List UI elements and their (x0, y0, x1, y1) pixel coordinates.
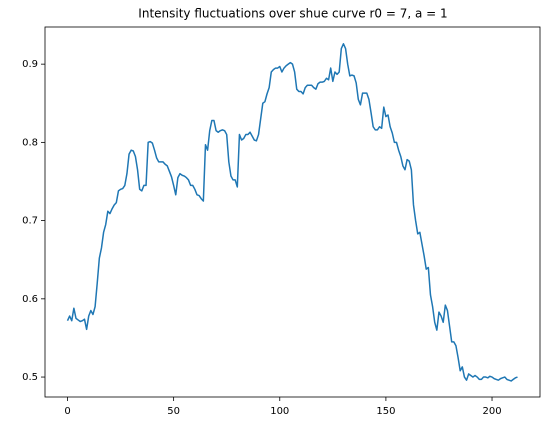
y-tick-label: 0.6 (22, 294, 38, 305)
y-tick-label: 0.8 (22, 137, 38, 148)
x-tick-label: 100 (270, 406, 289, 417)
chart-title: Intensity fluctuations over shue curve r… (138, 7, 447, 21)
y-tick-label: 0.5 (22, 372, 38, 383)
x-tick-label: 0 (64, 406, 70, 417)
x-tick-label: 150 (376, 406, 395, 417)
axes-frame (44, 26, 541, 398)
x-tick-label: 50 (167, 406, 180, 417)
y-tick-label: 0.9 (22, 59, 38, 70)
line (66, 43, 518, 382)
y-tick-label: 0.7 (22, 216, 38, 227)
x-tick-label: 200 (482, 406, 501, 417)
